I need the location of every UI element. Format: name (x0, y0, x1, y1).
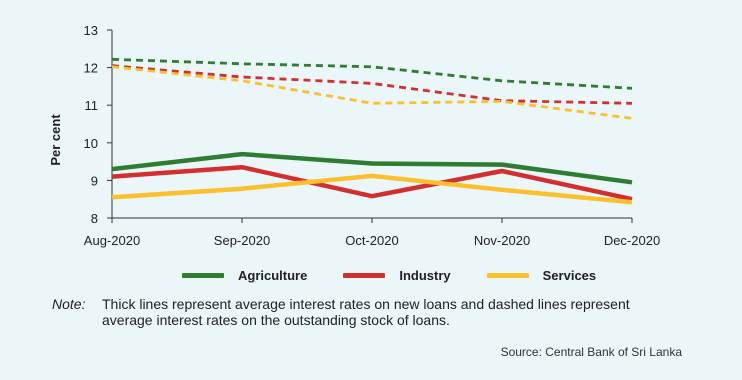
y-tick-label: 11 (85, 98, 99, 113)
chart-note: Note: Thick lines represent average inte… (52, 296, 662, 328)
y-tick-label: 13 (84, 23, 98, 38)
series-line-industry-stock (111, 64, 633, 105)
source-text: Source: Central Bank of Sri Lanka (500, 345, 682, 359)
legend: Agriculture Industry Services (182, 268, 632, 283)
y-tick-label: 10 (84, 136, 98, 151)
x-tick-label: Nov-2020 (474, 233, 530, 248)
series-line-industry-new (111, 164, 633, 202)
series-line-agriculture-new (111, 151, 633, 185)
legend-label-industry: Industry (399, 268, 451, 283)
y-tick-label: 9 (91, 173, 98, 188)
x-tick-label: Oct-2020 (345, 233, 398, 248)
series-layer (111, 57, 633, 205)
legend-item-agriculture: Agriculture (182, 268, 307, 283)
series-line-services-new (111, 173, 633, 205)
y-tick-label: 8 (91, 211, 98, 226)
legend-swatch-industry (343, 273, 386, 278)
line-chart: 8 9 10 11 12 13 Aug-2020 Sep-2020 Oct-2020 Nov-20… (48, 23, 661, 248)
x-tick-label: Aug-2020 (84, 233, 140, 248)
x-tick-label: Sep-2020 (214, 233, 270, 248)
legend-swatch-agriculture (182, 273, 224, 278)
legend-label-agriculture: Agriculture (238, 268, 308, 283)
note-label: Note: (52, 296, 86, 312)
series-line-services-stock (111, 65, 633, 120)
y-tick-label: 12 (84, 61, 98, 76)
legend-label-services: Services (542, 268, 597, 283)
x-tick-label: Dec-2020 (604, 233, 660, 248)
note-text: Thick lines represent average interest r… (102, 296, 630, 328)
legend-item-services: Services (486, 268, 597, 283)
series-line-agriculture-stock (111, 57, 633, 90)
y-axis-title: Per cent (48, 114, 63, 166)
legend-item-industry: Industry (343, 268, 451, 283)
legend-swatch-services (486, 273, 529, 278)
chart-axes: 8 9 10 11 12 13 Aug-2020 Sep-2020 Oct-2020 Nov-20… (84, 23, 661, 248)
